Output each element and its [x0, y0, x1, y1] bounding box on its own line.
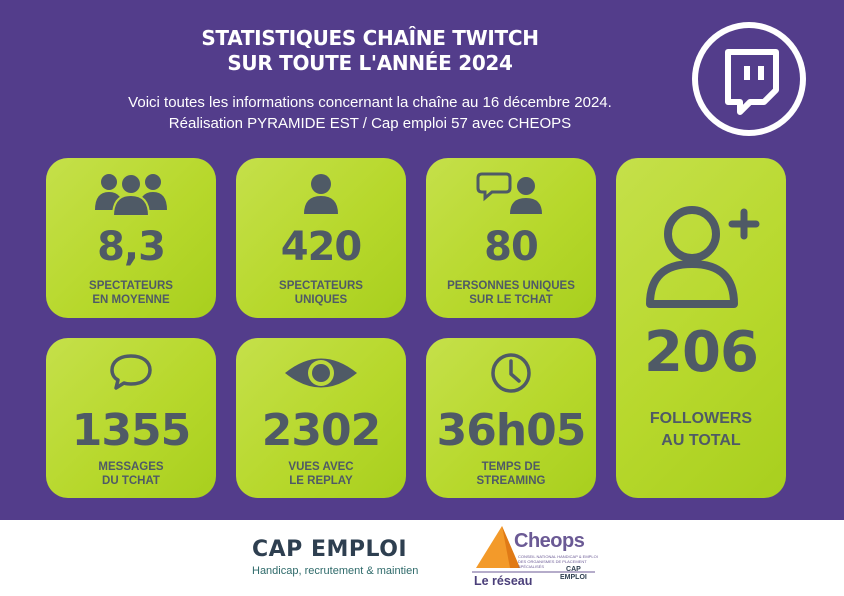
stat-label: SPECTATEURS UNIQUES	[236, 279, 406, 307]
stat-card-replay-views: 2302 VUES AVEC LE REPLAY	[236, 338, 406, 498]
stat-label-line-1: FOLLOWERS	[649, 410, 753, 427]
cap-emploi-brand: CAP EMPLOI	[252, 537, 408, 562]
stat-card-streaming-time: 36h05 TEMPS DE STREAMING	[426, 338, 596, 498]
cheops-name: Cheops	[514, 530, 585, 552]
stat-label: MESSAGES DU TCHAT	[46, 460, 216, 488]
stat-card-unique-viewers: 420 SPECTATEURS UNIQUES	[236, 158, 406, 318]
stat-label-line-1: SPECTATEURS	[279, 280, 363, 292]
cheops-pyramid-icon	[472, 526, 595, 573]
stat-label-line-2: DU TCHAT	[102, 475, 160, 487]
cap-emploi-tagline: Handicap, recrutement & maintien	[252, 565, 419, 577]
cheops-logo: Cheops CONSEIL NATIONAL HANDICAP & EMPLO…	[470, 522, 600, 594]
stat-label-line-1: MESSAGES	[98, 461, 164, 473]
page-title: STATISTIQUES CHAÎNE TWITCH SUR TOUTE L'A…	[150, 26, 590, 76]
stat-label-line-1: PERSONNES UNIQUES	[447, 280, 575, 292]
user-icon	[236, 170, 406, 216]
eye-icon	[236, 350, 406, 396]
cheops-mini-cap-emploi: CAP EMPLOI	[560, 566, 587, 582]
stat-label-line-2: AU TOTAL	[661, 432, 741, 449]
stat-label: SPECTATEURS EN MOYENNE	[46, 279, 216, 307]
stat-value: 8,3	[97, 224, 166, 270]
stat-label: TEMPS DE STREAMING	[426, 460, 596, 488]
cheops-subtitle: CONSEIL NATIONAL HANDICAP & EMPLOI DES O…	[518, 554, 598, 569]
speech-bubble-icon	[46, 350, 216, 396]
stat-label-line-2: STREAMING	[476, 475, 546, 487]
group-icon	[46, 170, 216, 216]
footer	[0, 520, 844, 596]
stat-label: FOLLOWERS AU TOTAL	[616, 408, 786, 452]
stat-value: 2302	[261, 405, 381, 456]
stat-label: VUES AVEC LE REPLAY	[236, 460, 406, 488]
stat-card-followers: 206 FOLLOWERS AU TOTAL	[616, 158, 786, 498]
stat-label-line-1: VUES AVEC	[288, 461, 354, 473]
stat-value: 36h05	[436, 405, 587, 456]
stat-label: PERSONNES UNIQUES SUR LE TCHAT	[426, 279, 596, 307]
stat-label-line-1: SPECTATEURS	[89, 280, 173, 292]
stat-label-line-2: LE REPLAY	[289, 475, 353, 487]
stat-value: 1355	[71, 405, 191, 456]
mini-emploi: EMPLOI	[560, 574, 587, 581]
stat-value: 80	[484, 224, 539, 270]
page-subtitle: Voici toutes les informations concernant…	[100, 92, 640, 134]
title-line-2: SUR TOUTE L'ANNÉE 2024	[227, 51, 513, 75]
add-user-icon	[616, 196, 786, 316]
stat-label-line-2: UNIQUES	[294, 294, 348, 306]
chat-user-icon	[426, 170, 596, 216]
stat-label-line-2: SUR LE TCHAT	[469, 294, 553, 306]
stat-label-line-2: EN MOYENNE	[92, 294, 170, 306]
cheops-reseau: Le réseau	[474, 574, 533, 588]
mini-cap: CAP	[566, 566, 581, 573]
subtitle-line-2: Réalisation PYRAMIDE EST / Cap emploi 57…	[168, 115, 572, 132]
stat-label-line-1: TEMPS DE	[481, 461, 541, 473]
stat-card-unique-chatters: 80 PERSONNES UNIQUES SUR LE TCHAT	[426, 158, 596, 318]
subtitle-line-1: Voici toutes les informations concernant…	[128, 94, 612, 111]
cap-emploi-logo: CAP EMPLOI Handicap, recrutement & maint…	[252, 538, 442, 578]
twitch-logo-icon	[692, 22, 806, 136]
stat-value: 206	[644, 320, 759, 385]
stat-card-average-viewers: 8,3 SPECTATEURS EN MOYENNE	[46, 158, 216, 318]
clock-icon	[426, 350, 596, 396]
stat-card-chat-messages: 1355 MESSAGES DU TCHAT	[46, 338, 216, 498]
stat-value: 420	[280, 224, 363, 270]
title-line-1: STATISTIQUES CHAÎNE TWITCH	[201, 26, 539, 50]
